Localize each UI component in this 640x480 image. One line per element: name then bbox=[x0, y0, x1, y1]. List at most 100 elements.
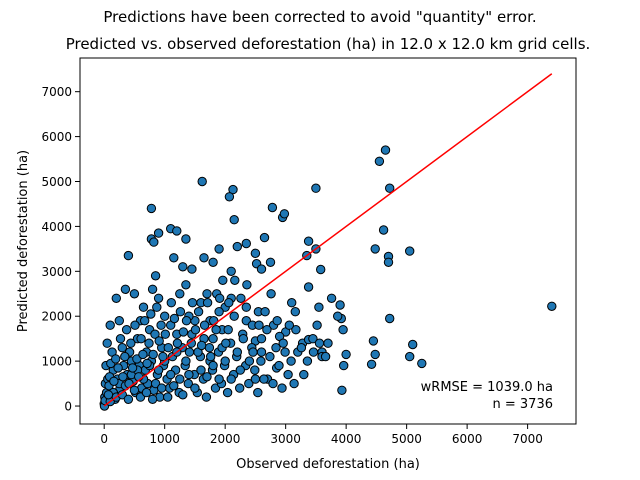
data-point bbox=[232, 347, 243, 357]
data-point bbox=[235, 383, 245, 393]
data-point bbox=[118, 372, 128, 382]
data-point bbox=[256, 334, 267, 344]
data-point bbox=[266, 289, 276, 299]
data-point bbox=[335, 300, 345, 310]
data-point bbox=[250, 365, 260, 375]
data-point bbox=[259, 374, 269, 384]
data-point bbox=[256, 264, 267, 274]
data-point bbox=[120, 284, 131, 294]
x-tick-label: 7000 bbox=[512, 432, 543, 446]
y-tick-label: 2000 bbox=[41, 310, 72, 324]
data-point bbox=[214, 244, 224, 254]
data-point bbox=[154, 336, 164, 346]
data-point bbox=[121, 325, 132, 335]
data-point bbox=[160, 311, 170, 321]
data-point bbox=[271, 343, 281, 353]
x-tick-label: 3000 bbox=[270, 432, 301, 446]
data-point bbox=[204, 343, 215, 353]
data-point bbox=[250, 374, 261, 384]
data-point bbox=[140, 316, 150, 326]
x-tick-label: 6000 bbox=[452, 432, 483, 446]
x-axis: 0 1000 2000 3000 4000 5000 6000 7000 bbox=[100, 424, 543, 446]
y-tick-label: 0 bbox=[64, 400, 72, 414]
data-point bbox=[265, 257, 276, 267]
data-point bbox=[141, 387, 152, 398]
data-point bbox=[181, 356, 191, 366]
x-tick-label: 5000 bbox=[391, 432, 422, 446]
data-point bbox=[169, 313, 180, 324]
data-point bbox=[201, 392, 212, 402]
data-point bbox=[153, 228, 164, 238]
data-point bbox=[211, 325, 221, 335]
data-point bbox=[214, 374, 224, 384]
data-point bbox=[232, 241, 243, 252]
y-tick-label: 3000 bbox=[41, 265, 72, 279]
data-point bbox=[380, 145, 391, 155]
data-point bbox=[280, 347, 290, 357]
data-point bbox=[244, 378, 254, 389]
data-point bbox=[274, 360, 284, 371]
figure-suptitle: Predictions have been corrected to avoid… bbox=[103, 8, 536, 26]
data-point bbox=[209, 316, 219, 326]
data-point bbox=[150, 329, 160, 339]
data-point bbox=[146, 309, 156, 319]
data-point bbox=[308, 347, 319, 357]
data-point bbox=[166, 298, 177, 308]
data-point bbox=[241, 238, 252, 249]
data-point bbox=[166, 369, 176, 380]
data-point bbox=[338, 325, 348, 335]
data-point bbox=[114, 316, 125, 326]
plot-area bbox=[99, 73, 557, 411]
data-point bbox=[163, 343, 174, 353]
data-point bbox=[208, 334, 218, 344]
data-point bbox=[323, 338, 333, 348]
data-point bbox=[244, 356, 255, 366]
y-tick-label: 4000 bbox=[41, 220, 72, 234]
x-tick-label: 0 bbox=[100, 432, 108, 446]
data-point bbox=[184, 347, 195, 357]
data-point bbox=[229, 311, 239, 321]
data-point bbox=[260, 307, 270, 317]
data-point bbox=[296, 343, 307, 353]
x-tick-label: 2000 bbox=[210, 432, 241, 446]
data-point bbox=[199, 253, 209, 263]
data-point bbox=[111, 293, 122, 303]
data-point bbox=[284, 320, 294, 330]
data-point bbox=[138, 349, 148, 360]
data-point bbox=[220, 356, 230, 366]
data-point bbox=[190, 383, 200, 393]
data-point bbox=[142, 358, 152, 369]
data-point bbox=[115, 334, 126, 344]
data-point bbox=[224, 192, 235, 202]
data-point bbox=[175, 374, 185, 384]
data-point bbox=[417, 358, 427, 369]
data-point bbox=[105, 320, 115, 330]
data-point bbox=[303, 236, 314, 246]
data-point bbox=[150, 271, 161, 281]
data-point bbox=[253, 387, 263, 398]
data-point bbox=[178, 327, 189, 337]
data-point bbox=[405, 246, 415, 256]
identity-line bbox=[103, 73, 553, 407]
data-point bbox=[366, 359, 377, 369]
data-point bbox=[169, 253, 179, 263]
data-point bbox=[289, 378, 299, 389]
data-point bbox=[129, 289, 140, 299]
data-point bbox=[172, 226, 182, 236]
data-point bbox=[405, 351, 415, 362]
data-point bbox=[248, 347, 258, 357]
data-point bbox=[230, 275, 240, 285]
data-point bbox=[184, 369, 194, 380]
data-point bbox=[326, 293, 337, 303]
data-point bbox=[181, 316, 192, 326]
data-point bbox=[224, 298, 234, 308]
data-point bbox=[147, 394, 158, 404]
y-tick-label: 6000 bbox=[41, 130, 72, 144]
data-point bbox=[256, 356, 266, 366]
y-axis-label: Predicted deforestation (ha) bbox=[16, 150, 31, 332]
data-point bbox=[250, 248, 261, 259]
data-point bbox=[286, 356, 296, 366]
data-point bbox=[242, 280, 252, 290]
data-point bbox=[109, 376, 119, 386]
